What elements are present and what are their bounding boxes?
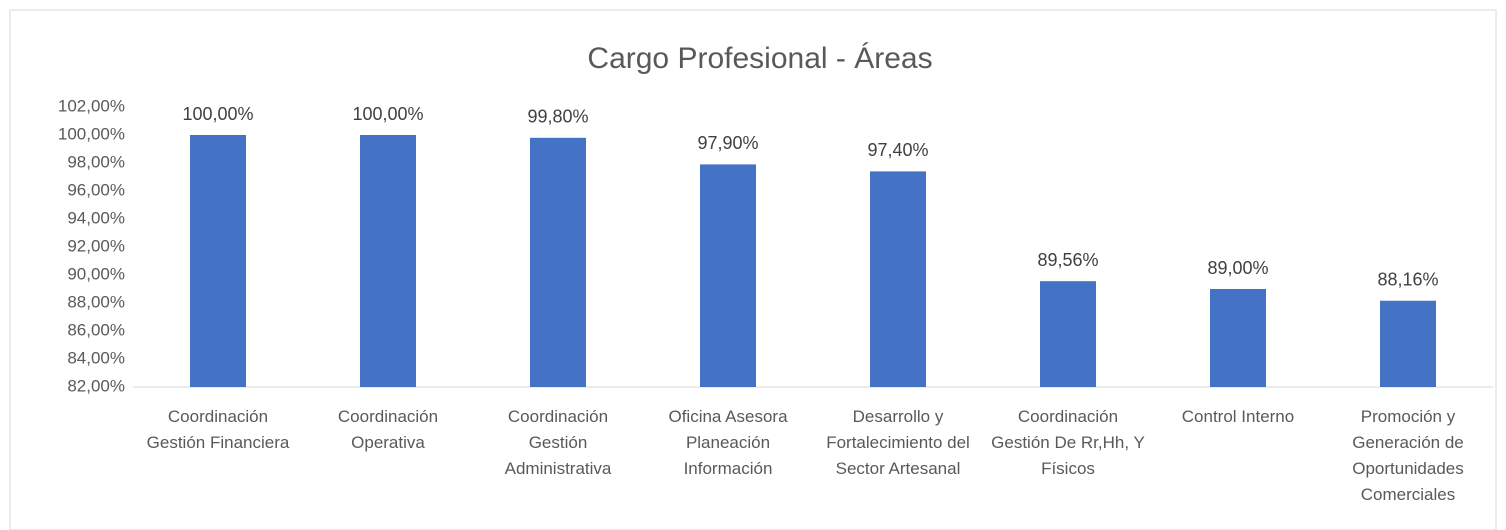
data-label: 89,00%: [1207, 258, 1268, 278]
y-tick-label: 86,00%: [67, 320, 125, 339]
bar: [870, 171, 926, 387]
bar: [360, 135, 416, 387]
y-tick-label: 82,00%: [67, 376, 125, 395]
x-tick-label: Coordinación Gestión Financiera: [146, 407, 290, 452]
y-tick-label: 100,00%: [58, 124, 125, 143]
bar: [190, 135, 246, 387]
chart-title: Cargo Profesional - Áreas: [587, 42, 932, 75]
y-tick-label: 84,00%: [67, 348, 125, 367]
data-label: 100,00%: [182, 104, 253, 124]
x-tick-label: Oficina Asesora Planeación Información: [668, 407, 788, 478]
y-tick-label: 88,00%: [67, 292, 125, 311]
x-tick-label: Coordinación Operativa: [337, 407, 439, 452]
y-tick-label: 94,00%: [67, 208, 125, 227]
bar: [530, 137, 586, 387]
data-label: 97,90%: [697, 133, 758, 153]
data-label: 100,00%: [352, 104, 423, 124]
x-tick-label: Control Interno: [1181, 407, 1295, 426]
x-tick-label: Coordinación Gestión De Rr,Hh, Y Físicos: [991, 407, 1145, 478]
bar: [1210, 289, 1266, 387]
data-label: 97,40%: [867, 140, 928, 160]
bar: [700, 164, 756, 387]
x-tick-label: Coordinación Gestión Administrativa: [504, 407, 612, 478]
bar: [1380, 300, 1436, 387]
data-label: 88,16%: [1377, 270, 1438, 290]
x-tick-label: Promoción y Generación de Oportunidades …: [1352, 407, 1464, 504]
y-tick-label: 92,00%: [67, 236, 125, 255]
data-label: 89,56%: [1037, 250, 1098, 270]
x-tick-label: Desarrollo y Fortalecimiento del Sector …: [826, 407, 970, 478]
data-label: 99,80%: [527, 107, 588, 127]
y-tick-label: 96,00%: [67, 180, 125, 199]
y-tick-label: 102,00%: [58, 96, 125, 115]
y-tick-label: 90,00%: [67, 264, 125, 283]
bar: [1040, 281, 1096, 387]
y-tick-label: 98,00%: [67, 152, 125, 171]
